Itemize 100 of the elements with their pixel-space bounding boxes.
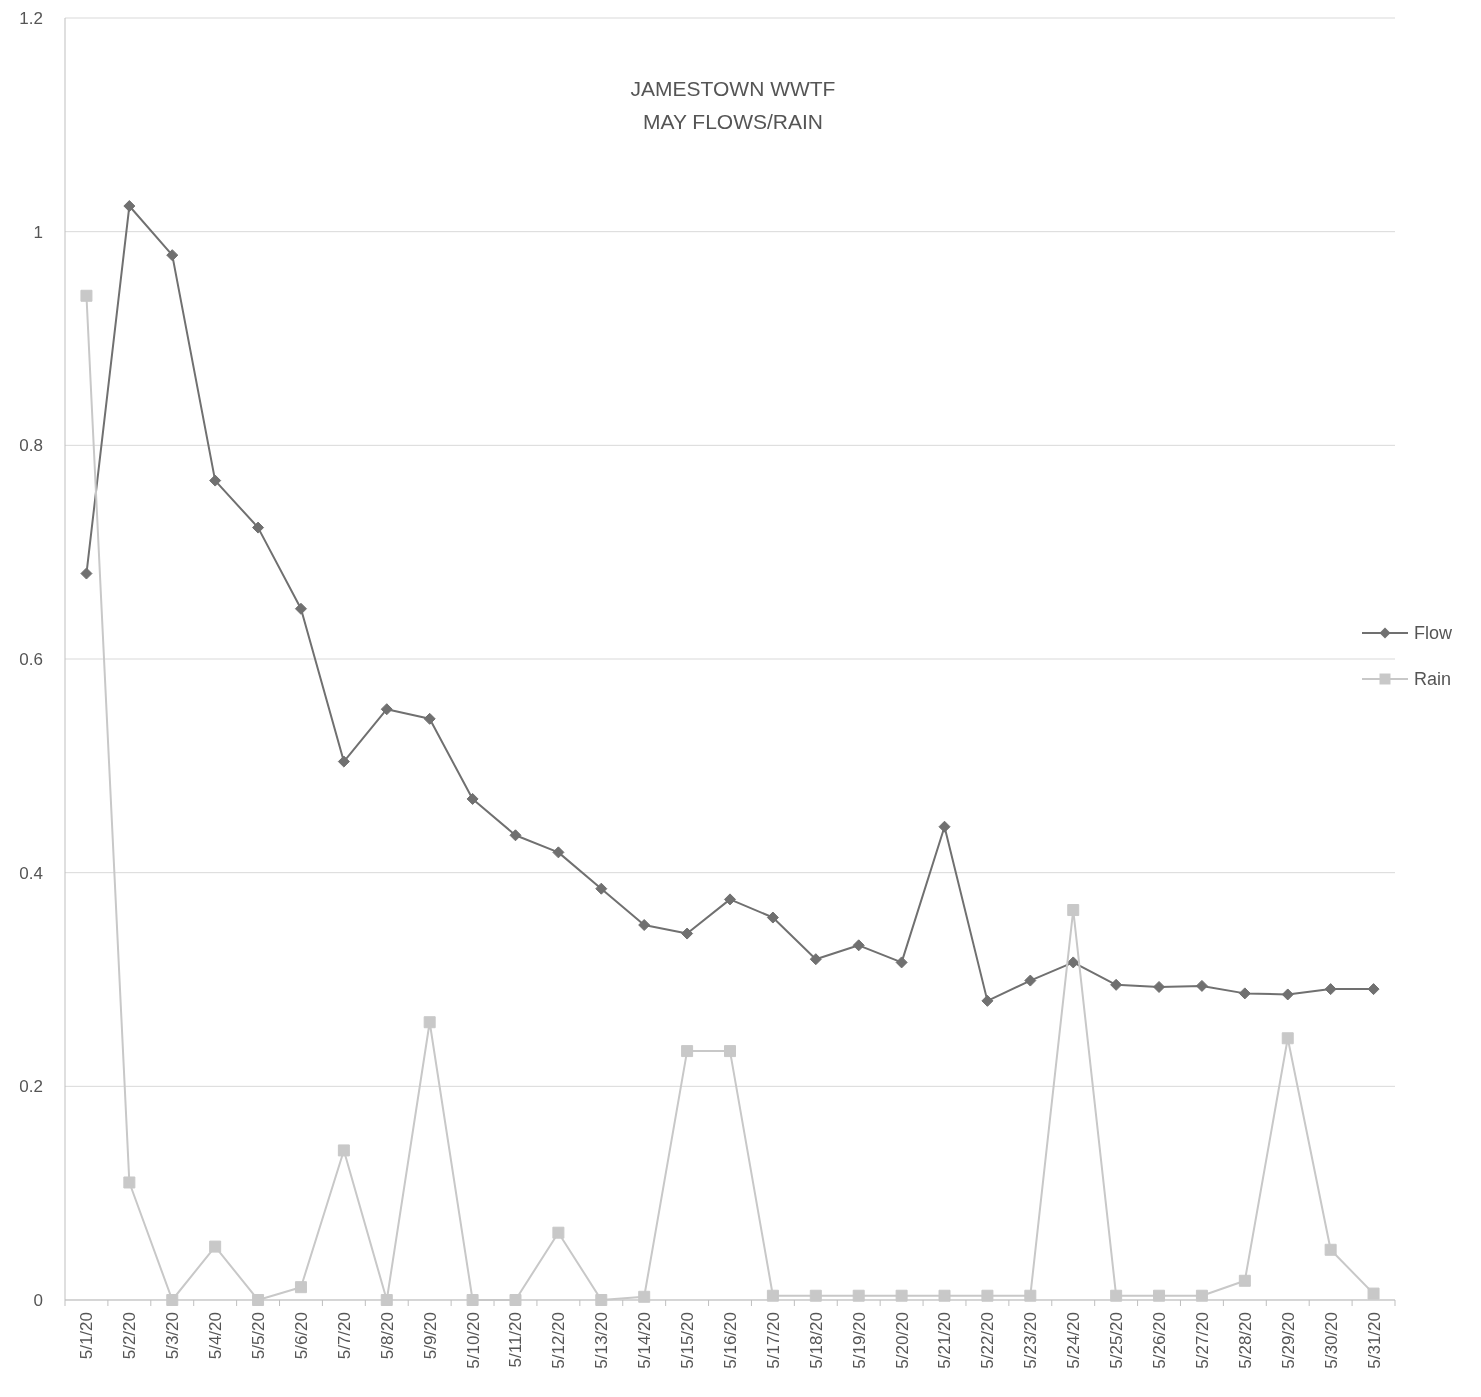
y-tick-label: 1.2 [19,8,43,28]
point [1281,1032,1294,1045]
point [552,846,565,859]
point [209,1240,222,1253]
point [1281,988,1294,1001]
x-tick-label: 5/30/20 [1321,1312,1341,1369]
point [895,1289,908,1302]
x-tick-label: 5/31/20 [1364,1312,1384,1369]
x-tick-label: 5/25/20 [1107,1312,1127,1369]
point [380,1294,393,1306]
point [938,1289,951,1302]
point [380,703,393,716]
legend-label: Rain [1414,669,1452,690]
point [1195,1289,1208,1302]
point [1324,1243,1337,1256]
point [595,882,608,895]
point [852,1289,865,1302]
point [1238,1274,1251,1287]
point [294,1281,307,1294]
x-tick-label: 5/20/20 [892,1312,912,1369]
point [509,1294,522,1306]
x-tick-label: 5/11/20 [506,1312,526,1368]
point [1153,1289,1166,1302]
x-tick-label: 5/5/20 [249,1312,269,1360]
x-tick-label: 5/18/20 [806,1312,826,1369]
x-tick-label: 5/14/20 [635,1312,655,1369]
point [337,755,350,768]
point [1024,1289,1037,1302]
x-tick-label: 5/10/20 [463,1312,483,1369]
point [466,792,479,805]
text: JAMESTOWN WWTF MAY FLOWS/RAIN [630,77,836,133]
y-tick-label: 0.2 [19,1077,43,1097]
x-tick-label: 5/4/20 [206,1312,226,1360]
point [1324,983,1337,996]
y-tick-label: 0 [33,1290,43,1310]
x-tick-label: 5/8/20 [377,1312,397,1360]
point [123,200,136,213]
point [766,911,779,924]
x-tick-label: 5/6/20 [291,1312,311,1360]
point [938,820,951,833]
x-tick-label: 5/27/20 [1192,1312,1212,1369]
point [1110,1289,1123,1302]
point [294,602,307,615]
point [724,893,736,906]
point [80,567,93,580]
point [1024,974,1037,987]
y-tick-label: 1 [33,222,43,242]
point [1153,980,1166,993]
point [766,1289,779,1302]
y-tick-label: 0.4 [19,863,43,883]
x-tick-label: 5/29/20 [1278,1312,1298,1369]
point [981,994,994,1007]
point [209,474,222,487]
x-tick-label: 5/24/20 [1064,1312,1084,1369]
x-tick-label: 5/1/20 [77,1312,97,1360]
point [1067,904,1080,917]
point [1195,979,1208,992]
x-tick-label: 5/19/20 [849,1312,869,1369]
point [809,953,822,966]
point [1367,983,1380,996]
x-tick-label: 5/22/20 [978,1312,998,1369]
point [981,1289,994,1302]
point [724,1045,736,1058]
point [423,712,436,725]
point [681,927,694,940]
point [423,1016,436,1029]
point [509,829,522,842]
y-tick-label: 0.6 [19,649,43,669]
point [681,1045,694,1058]
point [466,1294,479,1306]
point [1367,1287,1380,1300]
x-tick-label: 5/12/20 [549,1312,569,1369]
x-tick-label: 5/26/20 [1149,1312,1169,1369]
point [809,1289,822,1302]
x-tick-label: 5/2/20 [120,1312,140,1360]
point [638,919,651,932]
point [80,289,93,302]
point [552,1226,565,1239]
point [166,249,179,262]
point [123,1176,136,1189]
x-tick-label: 5/23/20 [1021,1312,1041,1369]
x-tick-label: 5/16/20 [720,1312,740,1369]
x-tick-label: 5/17/20 [763,1312,783,1369]
x-tick-label: 5/15/20 [678,1312,698,1369]
x-tick-label: 5/9/20 [420,1312,440,1360]
point [252,521,265,534]
y-tick-label: 0.8 [19,436,43,456]
x-tick-label: 5/21/20 [935,1312,955,1369]
x-tick-label: 5/7/20 [334,1312,354,1360]
point [337,1144,350,1157]
x-tick-label: 5/28/20 [1235,1312,1255,1369]
point [895,956,908,969]
point [252,1294,265,1306]
point [1238,987,1251,1000]
point [595,1294,608,1306]
x-tick-label: 5/13/20 [592,1312,612,1369]
legend-label: Flow [1414,623,1453,644]
point [166,1294,179,1306]
point [852,939,865,952]
point [638,1290,651,1303]
